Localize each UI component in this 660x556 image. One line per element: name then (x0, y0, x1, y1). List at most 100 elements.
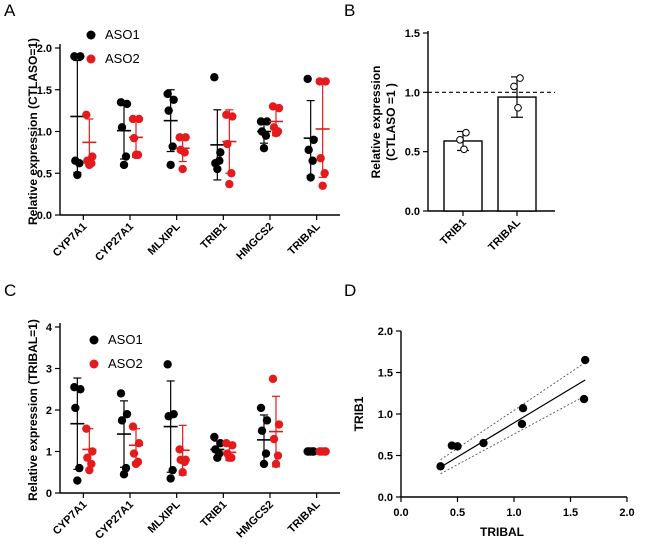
data-point (73, 170, 82, 180)
data-point (164, 106, 173, 115)
panel-c: 0 1 2 3 4 Relative expression (TRIBAL=1) CYP7A… (26, 319, 340, 542)
data-point (83, 453, 92, 462)
data-point (180, 148, 189, 157)
data-point (306, 173, 315, 182)
data-point (261, 131, 271, 140)
data-point (315, 77, 324, 86)
data-point (303, 74, 312, 84)
category-label-trib1: TRIB1 (198, 221, 229, 252)
data-point (223, 139, 232, 149)
data-point (479, 438, 488, 448)
data-point (453, 442, 462, 451)
data-point (516, 74, 524, 82)
data-point (462, 128, 470, 137)
y-axis-label-line: Relative expression (369, 66, 383, 179)
data-point (129, 449, 139, 458)
confidence-band-upper (440, 362, 586, 461)
panel-label-d: D (344, 281, 356, 300)
data-point (131, 150, 141, 160)
data-point (308, 156, 317, 165)
data-point (180, 457, 189, 467)
data-point (309, 135, 318, 145)
data-point (273, 451, 283, 460)
y-tick-label: 1.5 (405, 28, 420, 40)
data-point (306, 447, 315, 456)
legend-label-aso2: ASO2 (105, 51, 140, 66)
y-tick-label: 0.5 (37, 168, 52, 180)
category-label-mlxipl: MLXIPL (146, 220, 183, 257)
data-point (116, 389, 126, 398)
data-point (318, 447, 327, 456)
data-point (178, 468, 187, 477)
data-point (216, 148, 225, 157)
y-tick-label: 1.0 (37, 127, 52, 139)
data-point (268, 374, 278, 384)
data-point (168, 465, 177, 475)
panel-label-c: C (4, 281, 16, 300)
panel-label-b: B (344, 1, 355, 20)
data-point (82, 110, 91, 120)
data-point (518, 403, 528, 413)
y-tick-label: 0.5 (405, 147, 420, 159)
series-aso2 (82, 374, 330, 477)
x-tick-label: 0.5 (450, 507, 465, 519)
data-point (580, 355, 590, 365)
x-tick-label: 2.0 (619, 507, 634, 519)
data-point (216, 439, 225, 448)
data-point (164, 412, 173, 421)
data-point (274, 420, 284, 429)
panel-d: 0.0 0.5 1.0 1.5 2.0 0.0 0.5 1.0 1.5 2.0 TRIBAL TRIB… (352, 326, 635, 539)
data-point (321, 77, 330, 86)
category-label-cyp27a1: CYP27A1 (93, 221, 136, 264)
y-tick-label: 0.0 (378, 492, 393, 504)
data-point (257, 426, 267, 435)
data-point (579, 394, 589, 404)
data-point (259, 144, 269, 153)
data-point (227, 169, 236, 178)
data-point (213, 164, 222, 174)
data-point (131, 459, 141, 469)
data-point (262, 117, 272, 126)
category-label-trib1: TRIB1 (438, 217, 469, 248)
panel-b: 0.0 0.5 1.0 1.5 Relative expression(CTLASO =… (369, 28, 555, 254)
y-tick-label: 2.0 (378, 326, 393, 338)
data-point (213, 453, 222, 462)
data-point (256, 117, 266, 126)
data-point (271, 128, 281, 138)
x-tick-label: 1.0 (506, 507, 521, 519)
data-point (316, 154, 325, 163)
data-point (134, 439, 144, 448)
data-point (210, 432, 219, 442)
data-point (166, 160, 175, 170)
y-axis-label: TRIB1 (352, 396, 366, 431)
data-point (271, 459, 281, 469)
legend-label-aso1: ASO1 (105, 27, 140, 42)
data-point (76, 385, 85, 394)
data-point (122, 99, 132, 109)
category-label-tribal: TRIBAL (286, 498, 323, 535)
data-point (122, 409, 132, 419)
y-tick-label: 1.0 (378, 409, 393, 421)
data-point (163, 89, 172, 99)
data-point (128, 422, 138, 431)
data-point (119, 160, 129, 170)
category-label-trib1: TRIB1 (198, 499, 229, 530)
data-point (88, 447, 97, 456)
data-point (274, 103, 284, 113)
category-label-cyp7a1: CYP7A1 (51, 499, 90, 538)
y-axis-label: Relative expression(CTLASO =1 ) (369, 66, 398, 179)
data-point (121, 152, 131, 161)
y-tick-label: 1 (46, 447, 52, 459)
x-axis-label: TRIBAL (480, 525, 524, 539)
data-point (73, 476, 82, 485)
data-point (228, 441, 237, 450)
y-axis-label: Relative expression (CTLASO=1) (26, 38, 40, 225)
category-label-cyp27a1: CYP27A1 (93, 499, 136, 542)
series-aso1 (70, 52, 318, 182)
legend-marker-aso1 (89, 335, 99, 345)
data-point (210, 73, 219, 82)
data-point (262, 416, 272, 425)
series-aso1 (70, 360, 318, 485)
data-point (514, 103, 522, 112)
legend-marker-aso2 (89, 359, 99, 369)
